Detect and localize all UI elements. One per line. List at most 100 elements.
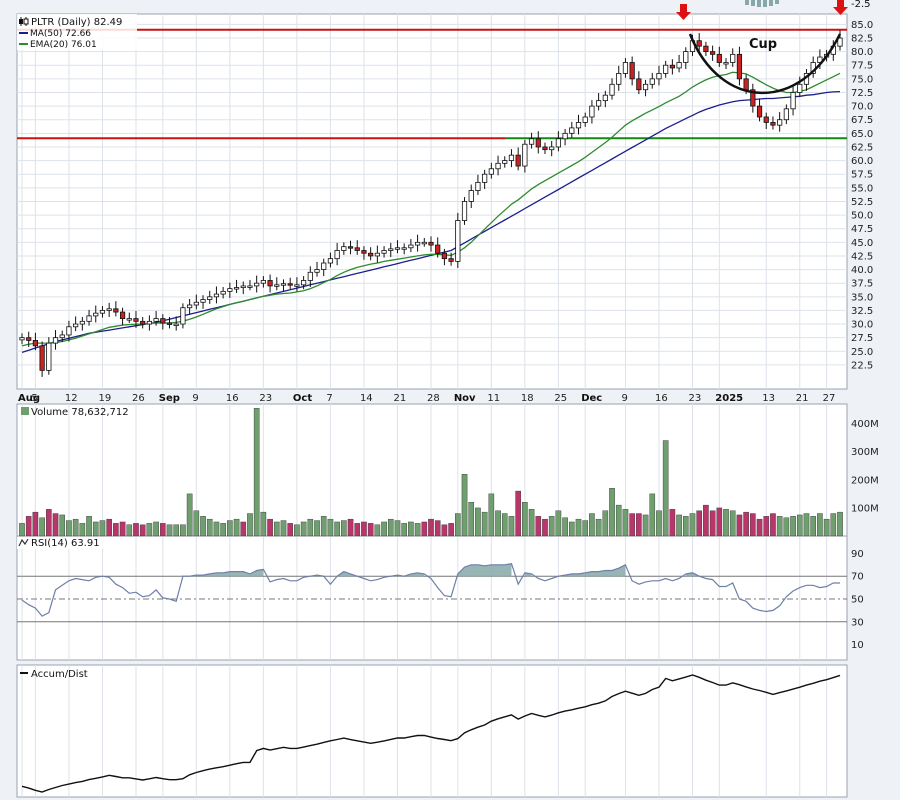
volume-bar [106, 518, 112, 537]
candle-body [421, 241, 427, 245]
date-tick-label: 12 [65, 393, 78, 404]
candle-body [32, 340, 39, 347]
volume-bar [750, 513, 756, 537]
volume-bar [160, 523, 166, 537]
candle-body [160, 318, 166, 324]
candle-body [777, 119, 783, 126]
volume-bar [72, 518, 79, 537]
volume-bar [837, 511, 843, 537]
volume-bar [334, 521, 340, 537]
volume-bar [294, 524, 300, 537]
candle-body [743, 78, 749, 91]
legend-ema20: EMA(20) 76.01 [30, 40, 97, 50]
rsi-line [21, 563, 840, 617]
accum-legend: Accum/Dist [20, 669, 88, 680]
accum-dist-line [21, 674, 841, 793]
date-tick-label: 25 [554, 393, 567, 404]
candle-body [750, 89, 756, 107]
rsi-overbought-fill [457, 563, 512, 577]
price-tick-label: 27.5 [851, 333, 873, 344]
volume-bar [79, 523, 86, 537]
volume-bar [193, 510, 200, 537]
volume-bar [595, 518, 602, 537]
volume-bar [320, 516, 327, 537]
volume-bar [662, 440, 669, 537]
svg-text:Volume 78,632,712: Volume 78,632,712 [31, 407, 129, 418]
candle-body [609, 83, 615, 96]
volume-bar [401, 523, 407, 537]
volume-bar [287, 523, 293, 537]
candle-body [394, 247, 401, 250]
volume-bar [830, 513, 837, 537]
candle-body [817, 56, 823, 63]
candle-body [783, 108, 789, 121]
candle-body [46, 342, 52, 371]
volume-bar [253, 408, 260, 537]
volume-bar [636, 513, 642, 537]
volume-bar [32, 511, 39, 537]
candle-body [528, 138, 535, 145]
volume-bar [555, 510, 562, 537]
price-tick-label: 75.0 [851, 74, 873, 85]
price-tick-label: 62.5 [851, 142, 873, 153]
volume-bar [361, 521, 367, 537]
candle-body [368, 252, 374, 257]
volume-bar [448, 523, 454, 537]
candle-body [663, 64, 669, 74]
candle-body [173, 323, 179, 326]
date-tick-label: 5 [31, 393, 37, 404]
volume-bar [227, 520, 233, 537]
candle-body [589, 105, 595, 118]
date-tick-label: 21 [796, 393, 809, 404]
price-tick-label: 50.0 [851, 211, 873, 222]
volume-bar [743, 511, 749, 537]
candle-body [327, 258, 334, 264]
volume-bar [642, 514, 649, 537]
candle-body [414, 241, 421, 246]
rsi-tick-label: 10 [851, 640, 864, 651]
volume-bar [52, 513, 59, 537]
volume-bar [133, 523, 139, 537]
cup-label: Cup [749, 37, 777, 52]
peak-arrows [676, 0, 848, 20]
svg-text:Accum/Dist: Accum/Dist [31, 669, 88, 680]
price-tick-label: 47.5 [851, 224, 873, 235]
accum-dist-panel [16, 664, 848, 798]
candle-body [582, 116, 588, 123]
volume-bars [19, 408, 843, 537]
volume-bar [716, 507, 723, 537]
candle-body [448, 258, 454, 262]
price-tick-label: 57.5 [851, 170, 873, 181]
candle-body [119, 311, 126, 320]
candle-body [730, 53, 736, 63]
volume-bar [66, 520, 72, 537]
candle-body [441, 252, 448, 260]
volume-bar [428, 518, 434, 537]
candle-body [482, 173, 488, 183]
volume-bar [528, 509, 535, 537]
volume-bar [522, 502, 528, 537]
candle-body [710, 51, 716, 55]
candle-body [736, 53, 743, 80]
candle-body [287, 283, 293, 286]
volume-bar [602, 510, 609, 537]
date-tick-label: Sep [159, 393, 180, 404]
rsi-tick-label: 50 [851, 595, 864, 606]
volume-bar [166, 524, 173, 537]
ema20-line [21, 71, 841, 347]
volume-axis: 400M 300M 200M 100M [851, 419, 879, 514]
accum-dist-line [21, 674, 841, 793]
candle-body [73, 323, 79, 328]
volume-bar [113, 523, 119, 537]
volume-bar [327, 518, 334, 537]
candle-body [267, 280, 273, 287]
volume-tick-label: 300M [851, 447, 879, 458]
volume-bar [823, 518, 830, 537]
volume-bar [314, 520, 320, 537]
price-tick-label: 55.0 [851, 183, 873, 194]
volume-bar [776, 516, 783, 537]
price-tick-label: 42.5 [851, 251, 873, 262]
volume-bar [92, 521, 99, 537]
candle-body [488, 168, 494, 175]
